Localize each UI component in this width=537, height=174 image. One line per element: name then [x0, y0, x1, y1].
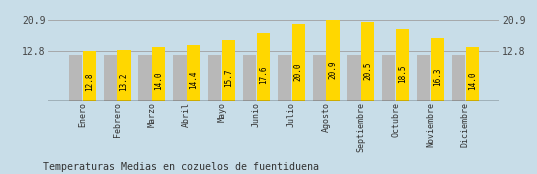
Bar — [431, 38, 444, 101]
Text: Temperaturas Medias en cozuelos de fuentiduena: Temperaturas Medias en cozuelos de fuent… — [43, 162, 319, 172]
Text: 20.5: 20.5 — [364, 62, 372, 80]
Bar — [153, 47, 165, 101]
Bar — [292, 24, 305, 101]
Text: 15.7: 15.7 — [224, 69, 233, 87]
Text: 18.5: 18.5 — [398, 65, 407, 83]
Bar — [382, 55, 395, 101]
Bar — [208, 55, 221, 101]
Bar — [139, 55, 152, 101]
Text: 12.8: 12.8 — [85, 73, 94, 91]
Text: 14.0: 14.0 — [154, 71, 163, 90]
Bar — [417, 55, 430, 101]
Text: 20.0: 20.0 — [294, 62, 303, 81]
Bar — [187, 45, 200, 101]
Bar — [222, 40, 235, 101]
Text: 13.2: 13.2 — [120, 72, 128, 91]
Bar — [396, 29, 409, 101]
Text: 17.6: 17.6 — [259, 66, 268, 84]
Bar — [278, 55, 291, 101]
Bar — [452, 55, 465, 101]
Bar — [243, 55, 256, 101]
Text: 14.0: 14.0 — [468, 71, 477, 90]
Bar — [83, 52, 96, 101]
Bar — [347, 55, 361, 101]
Text: 16.3: 16.3 — [433, 68, 442, 86]
Bar — [257, 33, 270, 101]
Bar — [326, 20, 339, 101]
Bar — [313, 55, 326, 101]
Text: 14.4: 14.4 — [189, 70, 198, 89]
Bar — [69, 55, 82, 101]
Bar — [466, 47, 479, 101]
Bar — [173, 55, 186, 101]
Bar — [118, 50, 130, 101]
Bar — [104, 55, 117, 101]
Text: 20.9: 20.9 — [329, 61, 337, 80]
Bar — [361, 22, 374, 101]
